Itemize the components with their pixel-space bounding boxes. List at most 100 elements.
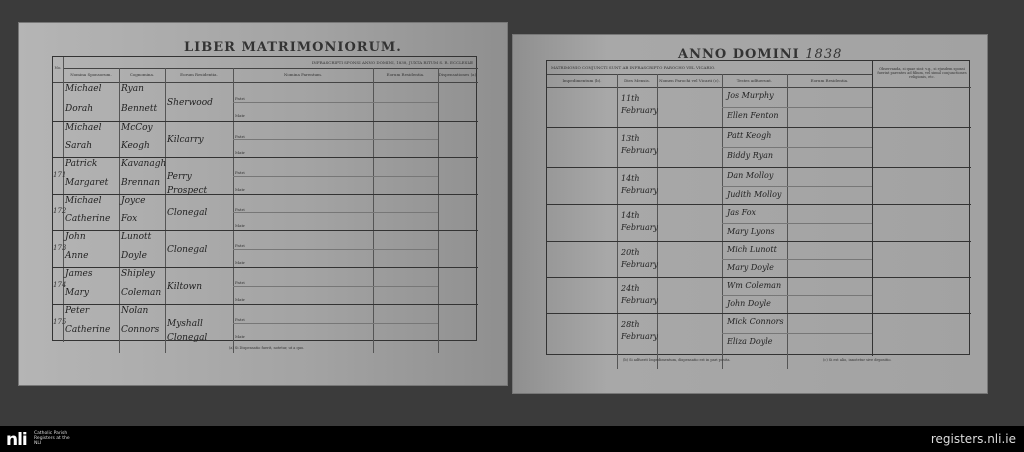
groom-surname: Nolan <box>121 306 149 316</box>
groom-surname: Ryan <box>121 84 144 94</box>
residence: Kiltown <box>167 281 203 292</box>
entry-number: 175 <box>53 317 67 326</box>
groom-surname: Lunott <box>121 232 152 242</box>
witness-line <box>722 259 872 260</box>
bride-surname: Bennett <box>121 103 158 114</box>
witness-2: Judith Molloy <box>727 189 782 199</box>
year: 1838 <box>805 47 843 62</box>
rule <box>63 68 478 69</box>
logo-caption: Catholic Parish Registers at the NLI <box>34 431 70 446</box>
label-matris: Matris <box>235 333 245 339</box>
date: 11th February <box>621 94 659 115</box>
column-header: Eorum Residentia. <box>386 72 425 77</box>
marriage-table-left: INFRASCRIPTI SPONSI ANNO DOMINI, 1838, J… <box>52 56 478 353</box>
site-link[interactable]: registers.nli.ie <box>930 432 1016 446</box>
groom-name: James <box>65 269 93 279</box>
rule <box>547 87 971 88</box>
column-divider <box>787 74 788 369</box>
parent-line <box>233 139 438 140</box>
row-divider <box>547 127 971 128</box>
footnote: (a) Si Dispensatio fuerit, notetur, ut a… <box>229 346 305 350</box>
witness-2: Biddy Ryan <box>727 151 774 160</box>
label-matris: Matris <box>235 296 245 302</box>
label-matris: Matris <box>235 113 245 119</box>
witness-2: Eliza Doyle <box>727 337 773 346</box>
entry-number: 173 <box>53 243 67 252</box>
witness-1: Mick Connors <box>727 317 784 326</box>
bride-name: Sarah <box>65 141 92 151</box>
residence: Perry Prospect <box>167 171 208 196</box>
groom-surname: Shipley <box>121 269 155 279</box>
nli-logo[interactable]: nli <box>6 430 28 450</box>
witness-2: Mary Lyons <box>727 226 775 236</box>
witness-1: Jas Fox <box>727 208 757 217</box>
column-header: Cognomina. <box>129 72 155 77</box>
column-header: Nomina Parentum. <box>283 72 323 77</box>
row-divider <box>53 267 478 268</box>
left-register-page: LIBER MATRIMONIORUM. INFRASCRIPTI SPONSI… <box>18 22 508 386</box>
table-subheader: MATRIMONIO CONJUNCTI SUNT AB INFRASCRIPT… <box>551 65 716 70</box>
residence: Myshall Clonegal <box>167 318 208 343</box>
label-matris: Matris <box>235 149 245 155</box>
marriage-table-right: MATRIMONIO CONJUNCTI SUNT AB INFRASCRIPT… <box>546 60 971 369</box>
parent-line <box>233 101 438 103</box>
groom-surname: McCoy <box>121 123 153 133</box>
groom-surname: Kavanagh <box>121 159 167 169</box>
witness-1: Jos Murphy <box>727 91 774 100</box>
bride-surname: Connors <box>121 324 160 335</box>
column-divider <box>165 68 166 353</box>
table-subheader: INFRASCRIPTI SPONSI ANNO DOMINI, 1838, J… <box>311 60 473 65</box>
date: 14th February <box>621 211 659 232</box>
column-divider <box>722 74 723 369</box>
residence: Sherwood <box>167 97 213 108</box>
parent-line <box>233 212 438 213</box>
groom-name: Michael <box>65 84 102 94</box>
witness-line <box>722 107 872 108</box>
parent-line <box>233 175 438 177</box>
bride-surname: Brennan <box>121 177 160 188</box>
bride-surname: Doyle <box>121 250 147 261</box>
parent-line <box>233 322 438 324</box>
column-header: Eorum Residentia. <box>810 78 849 83</box>
bride-surname: Coleman <box>121 287 162 298</box>
row-divider <box>547 313 971 314</box>
groom-name: Patrick <box>65 159 98 169</box>
bride-name: Anne <box>65 250 89 261</box>
column-header: Testes adfuerunt. <box>736 78 773 83</box>
row-divider <box>547 204 971 205</box>
witness-2: John Doyle <box>727 299 771 308</box>
groom-name: Peter <box>65 306 90 316</box>
column-header: Nomen Parochi vel Vicarii (c). <box>659 78 720 83</box>
row-divider <box>547 167 971 168</box>
bride-name: Dorah <box>65 103 94 114</box>
label-patris: Patris <box>235 133 245 139</box>
witness-line <box>722 147 872 148</box>
bride-name: Margaret <box>65 177 109 188</box>
entry-number: 172 <box>53 207 67 215</box>
groom-surname: Joyce <box>121 196 146 206</box>
column-divider <box>63 57 64 342</box>
row-divider <box>547 241 971 242</box>
witness-line <box>722 295 872 296</box>
date: 28th February <box>621 320 659 341</box>
label-patris: Patris <box>235 279 245 285</box>
page-title: LIBER MATRIMONIORUM. <box>184 40 402 55</box>
row-divider <box>53 230 478 231</box>
witness-1: Dan Molloy <box>727 171 774 180</box>
row-divider <box>53 304 478 305</box>
label-matris: Matris <box>235 222 245 228</box>
witness-line <box>722 185 872 187</box>
column-divider <box>119 68 120 353</box>
residence: Clonegal <box>167 208 208 218</box>
date: 24th February <box>621 284 659 305</box>
groom-name: Michael <box>65 123 102 133</box>
residence: Kilcarry <box>167 135 204 145</box>
groom-name: Michael <box>65 196 102 206</box>
page-title: ANNO DOMINI 1838 <box>678 47 843 62</box>
footnote-left: (b) Si adfuerit Impedimentum, dispensati… <box>623 358 731 362</box>
label-patris: Patris <box>235 242 245 248</box>
column-header: No. <box>54 65 62 70</box>
bride-surname: Keogh <box>121 141 150 151</box>
bride-surname: Fox <box>121 214 138 224</box>
column-header: Nomina Sponsorum. <box>70 72 112 77</box>
